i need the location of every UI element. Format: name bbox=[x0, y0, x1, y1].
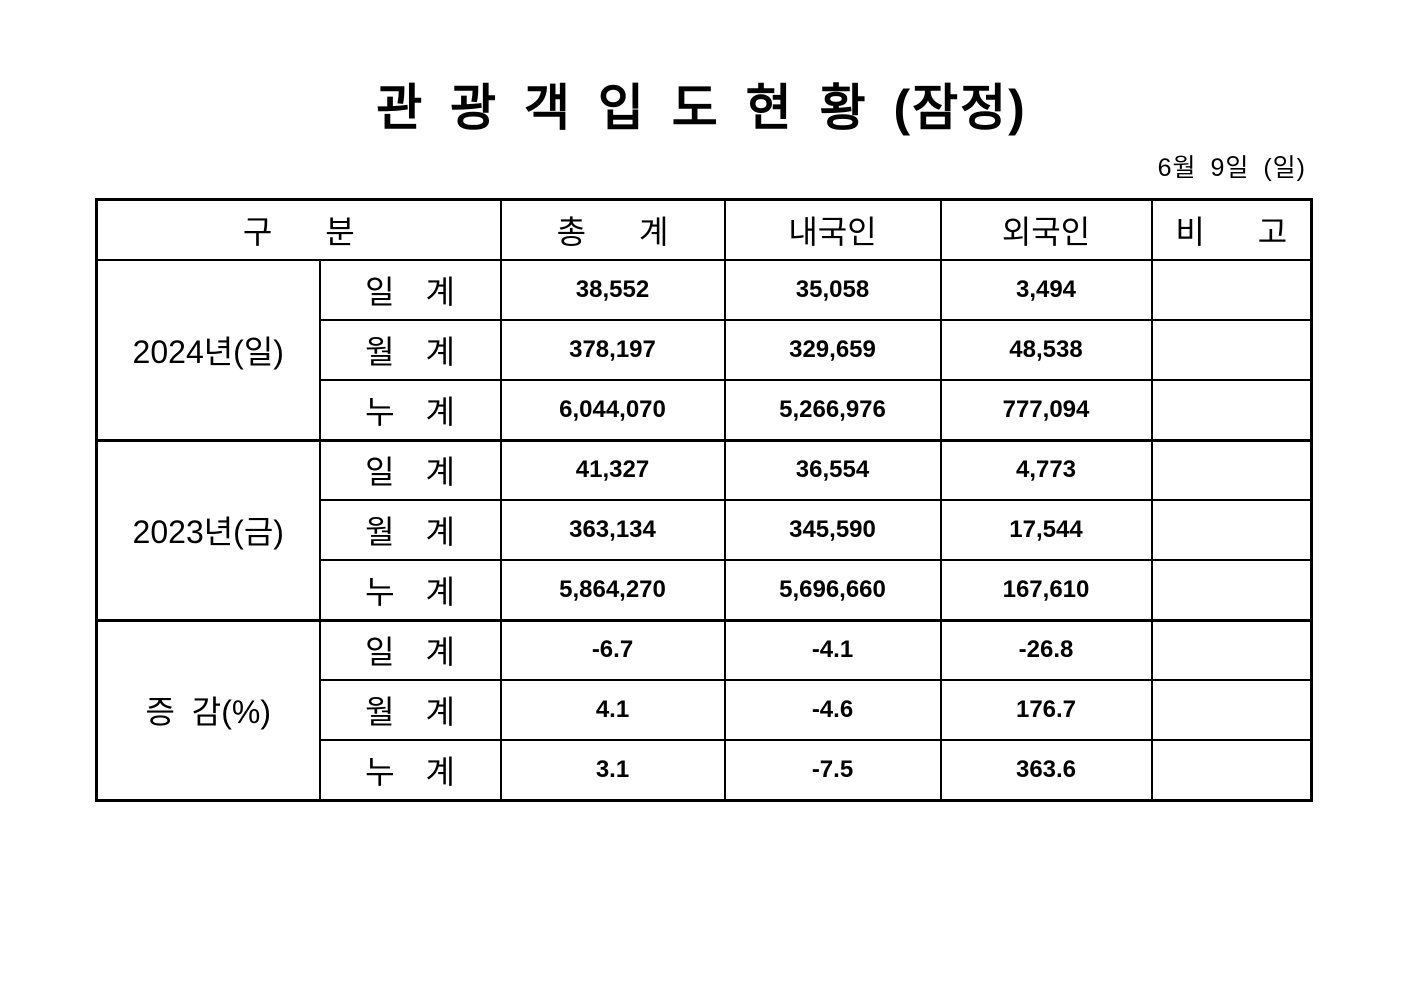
domestic-value: 329,659 bbox=[723, 319, 942, 381]
foreign-value: 167,610 bbox=[939, 559, 1153, 621]
foreign-value: 3,494 bbox=[939, 259, 1153, 321]
row-label-cumulative: 누 계 bbox=[318, 559, 502, 621]
tourist-arrivals-table: 구 분 총 계 내국인 외국인 비 고 2024년(일) 일 계 38,552 … bbox=[95, 197, 1313, 802]
domestic-value: 5,696,660 bbox=[723, 559, 942, 621]
remarks-cell bbox=[1150, 739, 1313, 802]
domestic-value: 5,266,976 bbox=[723, 379, 942, 441]
header-domestic: 내국인 bbox=[723, 198, 942, 261]
row-label-monthly: 월 계 bbox=[318, 679, 502, 741]
foreign-value: 17,544 bbox=[939, 499, 1153, 561]
remarks-cell bbox=[1150, 618, 1313, 681]
group-label-change-pct: 증 감(%) bbox=[95, 618, 321, 801]
table-row: 월 계 4.1 -4.6 176.7 bbox=[97, 679, 1313, 741]
header-total: 총 계 bbox=[499, 198, 726, 261]
header-remarks: 비 고 bbox=[1150, 198, 1313, 261]
total-value: 5,864,270 bbox=[499, 559, 726, 621]
foreign-value: 48,538 bbox=[939, 319, 1153, 381]
foreign-value: 777,094 bbox=[939, 379, 1153, 441]
remarks-cell bbox=[1150, 319, 1313, 381]
total-value: 41,327 bbox=[499, 438, 726, 501]
table-row: 월 계 363,134 345,590 17,544 bbox=[97, 499, 1313, 561]
table-row: 누 계 6,044,070 5,266,976 777,094 bbox=[97, 379, 1313, 441]
table-row: 2023년(금) 일 계 41,327 36,554 4,773 bbox=[95, 438, 1313, 621]
remarks-cell bbox=[1150, 559, 1313, 621]
domestic-value: 345,590 bbox=[723, 499, 942, 561]
table-row: 누 계 5,864,270 5,696,660 167,610 bbox=[97, 559, 1313, 621]
table-row: 월 계 378,197 329,659 48,538 bbox=[97, 319, 1313, 381]
header-foreign: 외국인 bbox=[939, 198, 1153, 261]
total-value: -6.7 bbox=[499, 618, 726, 681]
row-label-monthly: 월 계 bbox=[318, 319, 502, 381]
total-value: 378,197 bbox=[499, 319, 726, 381]
remarks-cell bbox=[1150, 438, 1313, 501]
row-label-cumulative: 누 계 bbox=[318, 739, 502, 802]
total-value: 363,134 bbox=[499, 499, 726, 561]
header-row: 구 분 총 계 내국인 외국인 비 고 bbox=[95, 198, 1313, 261]
group-label-2024: 2024년(일) bbox=[95, 259, 321, 441]
table-row: 2024년(일) 일 계 38,552 35,058 3,494 bbox=[95, 259, 1313, 441]
report-date: 6월 9일 (일) bbox=[1157, 153, 1306, 182]
total-value: 38,552 bbox=[499, 259, 726, 321]
table-row: 누 계 3.1 -7.5 363.6 bbox=[97, 739, 1313, 802]
domestic-value: -4.1 bbox=[723, 618, 942, 681]
row-label-daily: 일 계 bbox=[318, 618, 502, 681]
foreign-value: 176.7 bbox=[939, 679, 1153, 741]
domestic-value: 36,554 bbox=[723, 438, 942, 501]
row-label-monthly: 월 계 bbox=[318, 499, 502, 561]
foreign-value: -26.8 bbox=[939, 618, 1153, 681]
total-value: 3.1 bbox=[499, 739, 726, 802]
domestic-value: 35,058 bbox=[723, 259, 942, 321]
remarks-cell bbox=[1150, 259, 1313, 321]
page-title: 관 광 객 입 도 현 황 (잠정) bbox=[376, 80, 1027, 136]
total-value: 4.1 bbox=[499, 679, 726, 741]
table-row: 증 감(%) 일 계 -6.7 -4.1 -26.8 bbox=[95, 618, 1313, 801]
group-label-2023: 2023년(금) bbox=[95, 438, 321, 621]
remarks-cell bbox=[1150, 679, 1313, 741]
report-body: 6월 9일 (일) 구 분 총 계 내국인 외국인 비 고 bbox=[95, 148, 1313, 802]
row-label-daily: 일 계 bbox=[318, 438, 502, 501]
row-label-cumulative: 누 계 bbox=[318, 379, 502, 441]
remarks-cell bbox=[1150, 499, 1313, 561]
row-label-daily: 일 계 bbox=[318, 259, 502, 321]
remarks-cell bbox=[1150, 379, 1313, 441]
header-category: 구 분 bbox=[95, 198, 502, 261]
domestic-value: -4.6 bbox=[723, 679, 942, 741]
foreign-value: 4,773 bbox=[939, 438, 1153, 501]
domestic-value: -7.5 bbox=[723, 739, 942, 802]
foreign-value: 363.6 bbox=[939, 739, 1153, 802]
total-value: 6,044,070 bbox=[499, 379, 726, 441]
